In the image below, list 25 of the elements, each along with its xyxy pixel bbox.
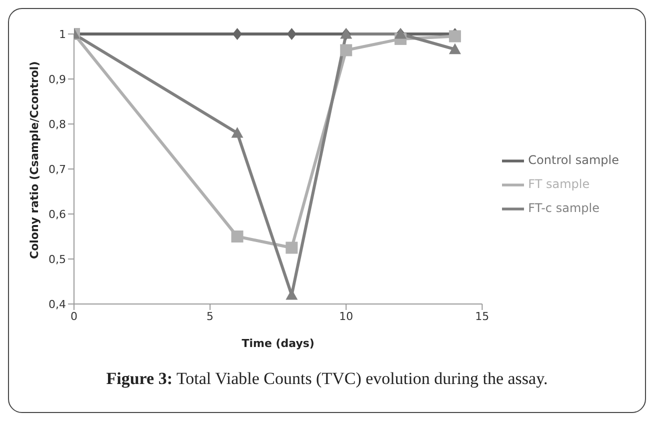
x-tick-label: 10 (339, 310, 354, 323)
point (286, 28, 296, 40)
point (231, 127, 244, 138)
point (340, 44, 352, 56)
y-tick-label: 0,8 (48, 118, 66, 131)
x-tick-label: 5 (206, 310, 214, 323)
x-tick-label: 0 (70, 310, 78, 323)
y-tick-label: 0,7 (48, 162, 66, 176)
x-axis-title: Time (days) (242, 337, 314, 350)
y-tick-label: 0,9 (48, 72, 66, 86)
y-tick-label: 0,4 (48, 298, 66, 311)
legend-label: FT sample (528, 177, 590, 191)
point (231, 230, 244, 242)
point (232, 28, 242, 40)
text: Figure 3: Total Viable Counts (TVC) evolution during the assay. (105, 369, 549, 389)
point (448, 43, 461, 54)
point (448, 30, 461, 42)
y-tick-label: 0,6 (48, 208, 66, 221)
legend-label: FT-c sample (528, 201, 600, 215)
x-tick-label: 15 (475, 310, 490, 323)
point (286, 242, 298, 254)
y-tick-label: 1 (59, 28, 66, 41)
legend-label: Control sample (528, 153, 619, 167)
y-tick-label: 0,5 (48, 252, 66, 266)
y-axis-title: Colony ratio (Csample/Ccontrol) (28, 61, 41, 259)
